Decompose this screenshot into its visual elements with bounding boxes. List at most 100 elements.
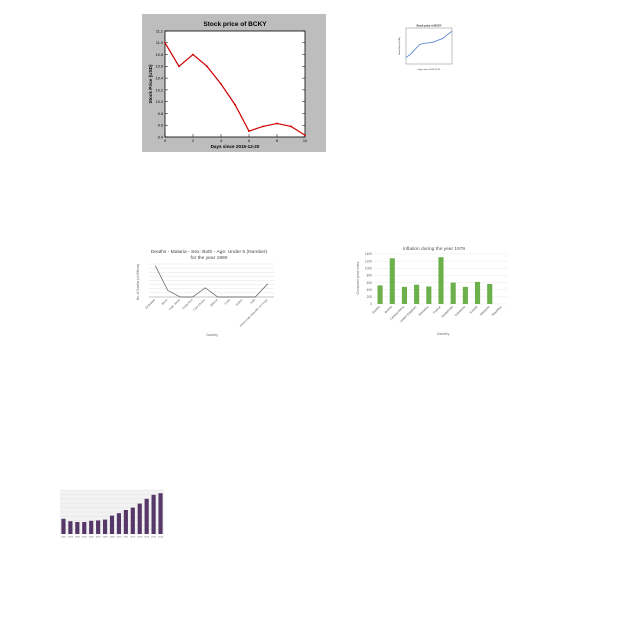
stock-price-chart: Stock price of BCKY Days since 2015-12-2… [142,14,326,152]
y-tick-label: 10.2 [156,88,163,92]
stock-price-thumbnail-chart: Stock price of BCKY Days since 2015-12-2… [394,22,458,72]
chart-title: Stock price of BCKY [203,21,267,28]
x-tick-label: 4 [220,139,222,143]
y-tick-label: 9.8 [158,112,163,116]
data-point [234,103,236,106]
data-point [192,53,194,56]
bar [158,493,163,534]
bar [389,258,395,304]
bar [123,510,128,534]
x-tick-label: 2015 [151,537,157,539]
y-tick-label: 400 [367,288,373,292]
bar [144,498,149,534]
data-point [290,125,292,128]
bar [109,515,115,534]
y-tick-label: 1200 [365,259,372,263]
x-tick-label: Malaysia [479,305,491,317]
data-point [262,125,264,128]
x-tick-label: Zimbabwe [144,298,156,310]
chart-title: Inflation during the year 1979 [403,246,465,252]
x-tick-label: 2016 [158,537,164,539]
x-tick-label: 2013 [137,537,143,539]
data-point [178,65,180,68]
data-point [304,134,306,137]
bar [82,522,87,534]
x-tick-label: Gabon [235,298,244,307]
x-tick-label: Mauritius [491,305,503,317]
x-tick-label: Indonesia [454,305,467,318]
x-tick-label: 10 [303,139,307,143]
data-point [206,65,208,68]
chart-title: Stock price of BCKY [416,24,441,28]
bar [438,257,444,304]
x-tick-label: 0 [164,139,166,143]
bar [102,519,108,534]
x-tick-label: 2006 [89,537,95,539]
bar [450,282,456,304]
y-axis-label: No. of Deaths (in Millions) [136,264,140,301]
x-tick-label: 2005 [82,537,88,539]
x-tick-label: Cuba [223,298,231,306]
data-point [276,122,278,125]
y-tick-label: 10.6 [156,65,163,69]
data-point [164,41,166,44]
x-tick-label: 2004 [75,537,81,539]
bar [116,513,122,534]
chart-title: Deaths - Malaria - Sex: Both - Age: Unde… [151,249,268,255]
y-tick-label: 10.8 [156,53,163,57]
bar [401,286,408,304]
x-tick-label: 2003 [68,537,74,539]
y-tick-label: 600 [367,281,373,285]
y-tick-label: 200 [367,295,373,299]
inflation-1979-chart: Inflation during the year 1979 Country C… [352,244,512,340]
y-tick-label: 0 [370,302,372,306]
y-tick-label: 10.4 [156,77,163,81]
x-tick-label: 2011 [124,537,129,539]
x-axis-label: Days since 2015-12-20 [211,144,260,149]
bar [487,284,493,304]
x-tick-label: France [432,305,442,315]
y-tick-label: 11.2 [156,29,163,33]
plot-area [405,27,453,65]
y-axis-label: Stock Price (USD) [398,37,401,55]
y-tick-label: 11.0 [156,41,163,45]
x-tick-label: 2002 [61,537,67,539]
x-tick-label: 2010 [116,537,122,539]
series-line [154,265,269,298]
bar [414,284,420,304]
y-tick-label: 800 [367,274,373,278]
bar [462,286,468,304]
bar [137,503,142,534]
x-axis-label: Country [437,332,450,336]
bar [89,520,94,534]
x-tick-label: 2012 [130,537,136,539]
x-tick-label: 2014 [144,537,150,539]
data-point [248,130,250,133]
y-axis-label: Stock Price (USD) [148,64,153,104]
x-tick-label: Cabo Verde [168,298,182,312]
bar [474,281,481,304]
bar [75,522,80,534]
data-point [220,83,222,85]
x-tick-label: 8 [276,139,278,143]
y-tick-label: 9.4 [158,135,163,139]
malaria-deaths-chart: Deaths - Malaria - Sex: Both - Age: Unde… [132,246,282,338]
plot-area [164,30,306,138]
x-tick-label: Haiti [249,298,256,305]
series-line [405,30,453,58]
x-tick-label: Cote d'Ivoire [192,298,206,312]
purple-bar-chart: 2002 2003 2004 2005 2006 2007 2008 2009 2010 2011… [44,482,168,542]
x-tick-label: Austria [371,305,381,315]
bar [130,507,135,534]
x-tick-label: 2008 [103,537,109,539]
y-tick-label: 10.0 [156,100,163,104]
x-tick-label: Benin [161,298,169,306]
x-tick-label: Djibouti [209,298,219,308]
bar [96,520,101,534]
bar [377,285,383,304]
y-tick-label: 1400 [365,252,372,256]
x-tick-label: Dominica [418,305,430,317]
x-tick-label: 2009 [110,537,116,539]
bar [426,286,432,304]
bar [61,518,66,534]
